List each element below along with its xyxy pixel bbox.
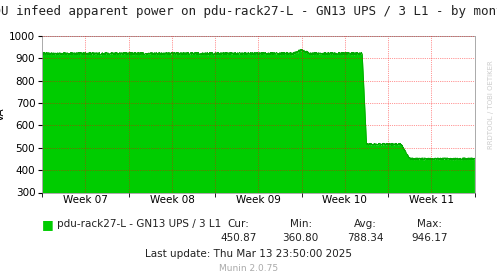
Text: Munin 2.0.75: Munin 2.0.75 [219,264,278,273]
Text: 788.34: 788.34 [347,233,384,243]
Text: 360.80: 360.80 [283,233,319,243]
Text: RRDTOOL / TOBI OETIKER: RRDTOOL / TOBI OETIKER [488,60,494,149]
Text: 946.17: 946.17 [412,233,448,243]
Text: Cur:: Cur: [228,219,249,229]
Y-axis label: VA: VA [0,107,6,121]
Text: Max:: Max: [417,219,442,229]
Text: pdu-rack27-L - GN13 UPS / 3 L1: pdu-rack27-L - GN13 UPS / 3 L1 [57,219,221,229]
Text: Last update: Thu Mar 13 23:50:00 2025: Last update: Thu Mar 13 23:50:00 2025 [145,249,352,258]
Text: Min:: Min: [290,219,312,229]
Text: 450.87: 450.87 [220,233,257,243]
Text: ■: ■ [42,218,54,231]
Text: Avg:: Avg: [354,219,377,229]
Text: PDU infeed apparent power on pdu-rack27-L - GN13 UPS / 3 L1 - by month: PDU infeed apparent power on pdu-rack27-… [0,6,497,18]
